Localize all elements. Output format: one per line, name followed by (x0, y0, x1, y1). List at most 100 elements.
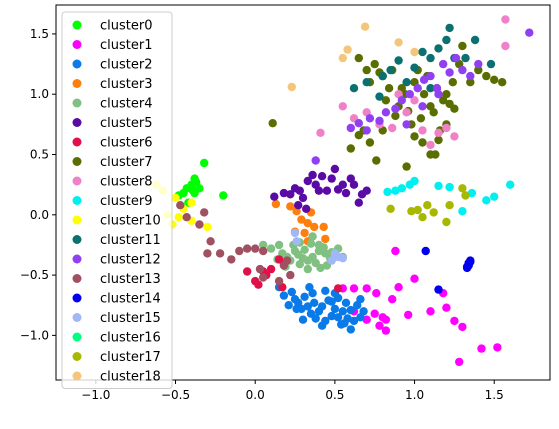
point-cluster12-3 (375, 116, 384, 126)
point-cluster3-11 (319, 222, 328, 232)
point-cluster2-34 (298, 315, 308, 324)
point-cluster3-1 (286, 202, 295, 211)
legend-label-cluster13: cluster13 (100, 272, 161, 287)
point-cluster1-13 (410, 274, 419, 283)
legend-marker-cluster4 (72, 98, 82, 108)
point-cluster17-4 (423, 201, 432, 210)
point-cluster12-23 (362, 126, 371, 135)
point-cluster18-0 (287, 82, 296, 92)
point-cluster2-13 (327, 311, 336, 321)
point-cluster7-36 (498, 78, 507, 87)
point-cluster0-0 (200, 158, 209, 168)
point-cluster1-4 (362, 315, 371, 324)
point-cluster5-20 (362, 186, 371, 195)
y-tick-label: −1.0 (20, 328, 49, 342)
point-cluster13-5 (215, 249, 225, 258)
point-cluster2-19 (341, 298, 351, 307)
point-cluster2-39 (333, 313, 343, 322)
point-cluster7-41 (402, 162, 411, 171)
point-cluster1-12 (391, 246, 400, 256)
point-cluster11-6 (410, 63, 419, 72)
point-cluster14-7 (466, 256, 475, 265)
point-cluster2-22 (349, 316, 359, 326)
point-cluster12-7 (405, 90, 414, 99)
point-cluster0-10 (188, 186, 198, 195)
point-cluster2-30 (308, 289, 317, 298)
point-cluster7-34 (482, 71, 491, 81)
point-cluster5-18 (354, 198, 363, 207)
point-cluster2-38 (356, 295, 365, 304)
point-cluster13-4 (206, 237, 215, 246)
point-cluster5-21 (294, 201, 303, 210)
legend-label-cluster11: cluster11 (100, 233, 161, 248)
point-cluster1-1 (349, 284, 359, 293)
point-cluster4-12 (306, 239, 316, 248)
legend-label-cluster5: cluster5 (100, 116, 152, 131)
point-cluster14-8 (462, 263, 472, 273)
point-cluster1-7 (375, 321, 384, 330)
point-cluster17-0 (386, 204, 395, 213)
legend-marker-cluster14 (72, 293, 82, 303)
point-cluster1-19 (455, 357, 464, 367)
x-tick-label: −0.5 (161, 388, 190, 402)
point-cluster4-2 (274, 240, 284, 250)
point-cluster13-9 (251, 244, 260, 253)
legend-marker-cluster8 (72, 176, 82, 186)
point-cluster4-1 (266, 244, 276, 253)
y-tick-label: 0.5 (30, 148, 49, 162)
point-cluster7-29 (450, 104, 459, 113)
legend-label-cluster0: cluster0 (100, 19, 152, 34)
point-cluster3-10 (321, 234, 330, 244)
point-cluster17-1 (407, 207, 416, 216)
point-cluster7-2 (362, 65, 371, 75)
point-cluster0-8 (195, 184, 204, 193)
x-tick-label: 0.0 (246, 388, 265, 402)
point-cluster13-7 (227, 255, 236, 264)
y-axis: −1.0 −0.5 0.0 0.5 1.0 1.5 (20, 27, 56, 342)
point-cluster18-2 (343, 45, 352, 54)
point-cluster10-9 (203, 222, 212, 232)
legend: cluster0 cluster1 cluster2 cluster3 cluster4… (61, 11, 173, 389)
point-cluster1-11 (404, 310, 413, 320)
point-cluster9-8 (467, 188, 477, 198)
point-cluster1-18 (458, 322, 467, 332)
point-cluster2-32 (340, 319, 349, 328)
point-cluster10-6 (174, 213, 183, 222)
point-cluster1-10 (394, 283, 403, 292)
point-cluster11-10 (442, 35, 451, 45)
point-cluster8-12 (442, 123, 451, 133)
point-cluster2-4 (300, 292, 309, 301)
point-cluster7-33 (474, 65, 483, 75)
legend-label-cluster7: cluster7 (100, 155, 152, 170)
point-cluster5-6 (308, 170, 317, 180)
point-cluster12-4 (381, 108, 391, 117)
point-cluster10-2 (171, 193, 180, 203)
point-cluster6-2 (254, 280, 263, 289)
point-cluster3-8 (300, 228, 309, 238)
point-cluster1-23 (381, 326, 391, 335)
legend-box (61, 11, 173, 389)
point-cluster18-5 (410, 47, 419, 57)
point-cluster2-8 (311, 314, 320, 323)
point-cluster9-2 (397, 184, 406, 193)
point-cluster18-3 (360, 22, 370, 31)
point-cluster1-17 (450, 316, 459, 326)
x-tick-label: 1.5 (485, 388, 504, 402)
legend-marker-cluster18 (72, 371, 82, 381)
point-cluster13-10 (259, 246, 268, 256)
legend-label-cluster16: cluster16 (100, 331, 161, 346)
point-cluster4-10 (300, 245, 309, 254)
point-cluster13-17 (286, 270, 295, 280)
point-cluster0-9 (182, 184, 191, 193)
point-cluster13-2 (195, 220, 204, 229)
point-cluster12-17 (474, 59, 483, 69)
point-cluster11-8 (426, 53, 435, 63)
point-cluster7-4 (370, 59, 379, 69)
point-cluster12-1 (354, 119, 363, 128)
point-cluster13-14 (274, 276, 284, 286)
point-cluster2-14 (330, 304, 340, 314)
y-tick-label: 0.0 (30, 208, 49, 222)
point-cluster7-42 (418, 138, 427, 147)
point-cluster13-6 (203, 249, 212, 258)
point-cluster8-5 (388, 123, 397, 133)
